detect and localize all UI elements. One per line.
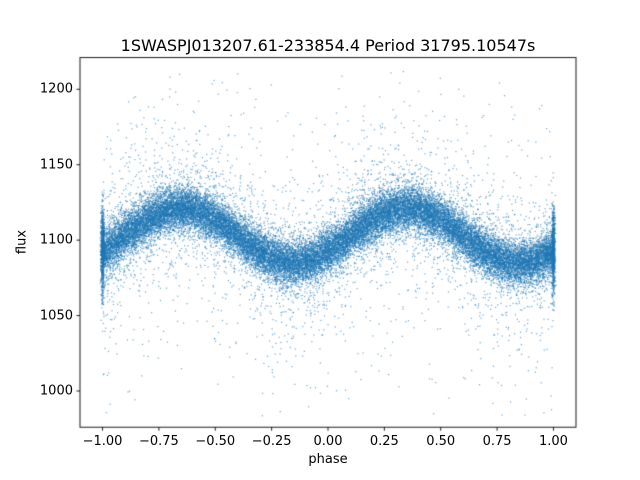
- x-tick-label: −0.25: [251, 434, 292, 450]
- plot-title: 1SWASPJ013207.61-233854.4 Period 31795.1…: [120, 36, 536, 55]
- x-tick-label: 0.50: [426, 434, 456, 450]
- x-tick-label: −1.00: [82, 434, 123, 450]
- x-tick-label: 0.25: [369, 434, 399, 450]
- x-tick-label: 0.00: [313, 434, 343, 450]
- y-tick-label: 1000: [39, 383, 73, 399]
- x-tick-label: −0.50: [195, 434, 236, 450]
- y-tick-label: 1050: [39, 308, 73, 324]
- y-tick-label: 1150: [39, 157, 73, 173]
- x-tick-label: 1.00: [538, 434, 568, 450]
- x-tick-label: −0.75: [138, 434, 179, 450]
- y-tick-label: 1200: [39, 81, 73, 97]
- x-axis-label: phase: [308, 452, 348, 467]
- y-tick-label: 1100: [39, 232, 73, 248]
- y-axis-label: flux: [14, 229, 30, 255]
- x-tick-label: 0.75: [482, 434, 512, 450]
